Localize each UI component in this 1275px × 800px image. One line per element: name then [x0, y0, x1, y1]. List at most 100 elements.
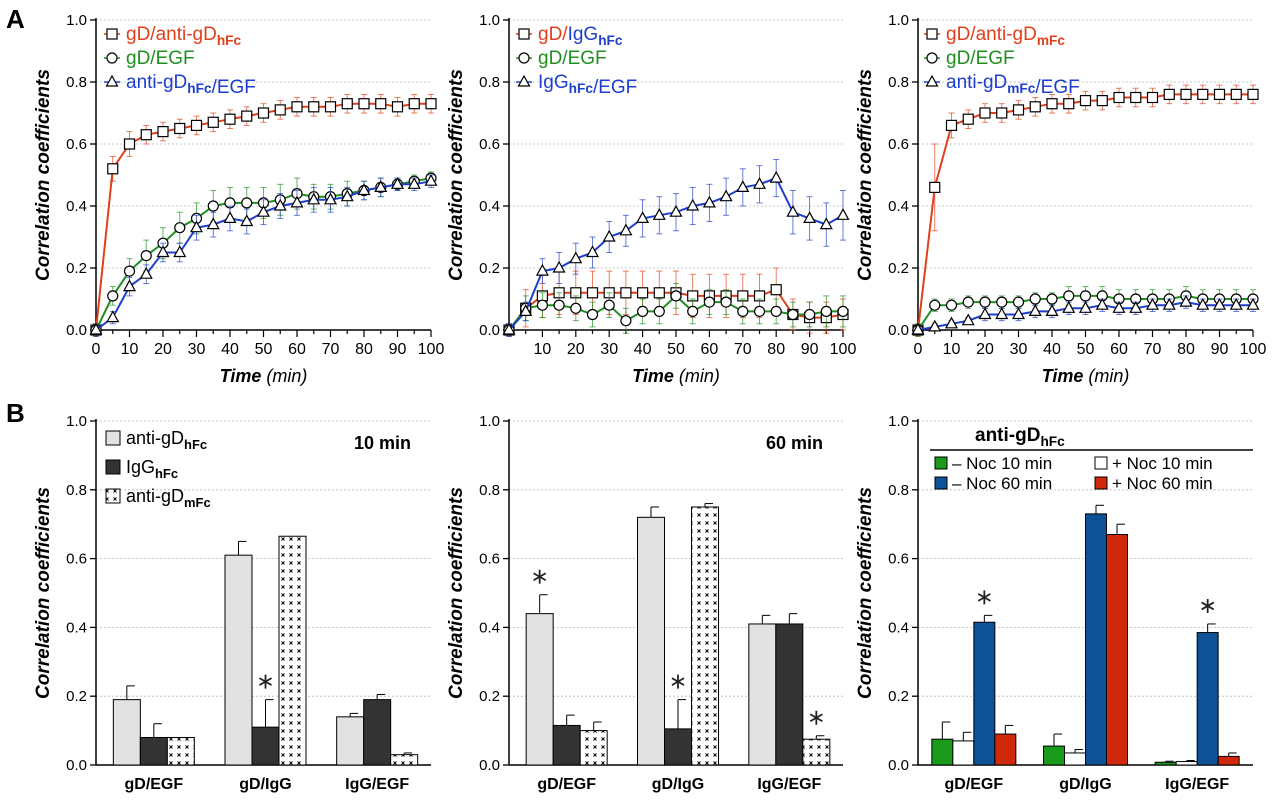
line-chart-a2: 0.0 0.2 0.4 0.6 0.8 1.0 Correlation coefficien… — [446, 12, 856, 386]
label-part: anti-gD — [946, 72, 1007, 93]
bar — [390, 754, 419, 766]
bar-group — [952, 731, 975, 766]
significance-star — [533, 572, 547, 581]
data-point — [408, 98, 420, 110]
data-point — [425, 98, 437, 110]
x-tick-label: 70 — [1144, 341, 1162, 358]
bar-group — [390, 752, 419, 766]
label-part: gD/anti-gD — [946, 24, 1037, 45]
subscript: hFc — [1040, 434, 1065, 449]
data-point — [770, 284, 782, 296]
bar — [1217, 755, 1240, 766]
data-point — [107, 290, 119, 302]
x-tick-label: 40 — [634, 341, 652, 358]
x-tick-label: 10 — [943, 341, 961, 358]
x-tick-label: 10 — [121, 341, 139, 358]
data-point — [407, 177, 421, 189]
data-point — [702, 195, 716, 208]
y-tick-label: 0.8 — [479, 482, 500, 499]
data-point — [424, 173, 438, 186]
bar — [1154, 761, 1177, 766]
y-tick-label: 0.0 — [66, 322, 87, 339]
x-tick-label: 80 — [767, 341, 785, 358]
data-point — [929, 181, 941, 193]
data-point — [803, 211, 817, 223]
y-tick-label: 0.4 — [66, 198, 87, 215]
label-part: /EGF — [212, 77, 256, 98]
category-label: IgG/EGF — [345, 776, 409, 793]
data-point — [323, 192, 338, 205]
data-point — [107, 163, 119, 175]
data-point — [1213, 88, 1226, 101]
y-tick-label: 0.6 — [888, 551, 909, 568]
data-point — [819, 217, 833, 230]
x-tick-label: 30 — [600, 341, 618, 358]
data-point — [945, 299, 958, 311]
legend-marker — [925, 74, 939, 87]
significance-star — [258, 677, 273, 686]
data-point — [122, 279, 137, 292]
y-tick-label: 0.2 — [888, 260, 909, 277]
data-point — [207, 116, 219, 128]
legend-title: anti-gDhFc — [975, 425, 1065, 449]
y-tick-label: 0.8 — [66, 482, 87, 499]
data-point — [341, 98, 353, 110]
subscript: mFc — [1037, 33, 1066, 48]
bar-group — [775, 613, 804, 766]
data-point — [357, 183, 371, 196]
x-tick-label: 100 — [830, 341, 857, 358]
data-point — [1028, 304, 1042, 316]
legend-marker — [106, 28, 118, 40]
bar — [1175, 761, 1198, 766]
data-point — [1096, 94, 1108, 107]
bar — [363, 699, 392, 766]
y-tick-label: 1.0 — [479, 12, 500, 29]
y-axis-title: Correlation coefficients — [855, 487, 876, 699]
bar-group — [1085, 504, 1107, 766]
x-tick-label: 60 — [288, 341, 306, 358]
bar — [112, 699, 141, 766]
bar-group — [664, 674, 692, 766]
data-point — [1045, 304, 1059, 316]
legend-marker — [517, 74, 531, 87]
y-tick-label: 0.2 — [888, 688, 909, 705]
data-point — [996, 107, 1008, 119]
bar-group — [748, 614, 777, 766]
data-point — [719, 189, 733, 202]
data-point — [173, 245, 187, 258]
data-point — [257, 107, 270, 119]
y-tick-label: 0.2 — [66, 260, 87, 277]
x-axis-title: Time (min) — [220, 366, 308, 386]
data-point — [944, 316, 959, 329]
data-point — [770, 305, 782, 317]
legend-label: gD/EGF — [126, 48, 195, 69]
data-point — [1196, 297, 1210, 310]
significance-star — [1201, 601, 1215, 611]
data-point — [653, 305, 665, 317]
legend-label: anti-gDhFc/EGF — [126, 72, 256, 98]
x-tick-label: 100 — [418, 341, 445, 358]
data-point — [1145, 297, 1160, 310]
x-tick-label: 90 — [801, 341, 819, 358]
line-chart-a1: 0.0 0.2 0.4 0.6 0.8 1.0 Correlation coefficien… — [33, 12, 444, 386]
data-point — [687, 305, 699, 317]
bar — [802, 738, 831, 766]
data-point — [1197, 88, 1209, 101]
y-tick-label: 0.0 — [479, 322, 500, 339]
x-tick-label: 20 — [567, 341, 585, 358]
data-point — [140, 129, 152, 141]
data-point — [736, 180, 750, 192]
data-point — [995, 307, 1009, 320]
x-tick-label: 60 — [1110, 341, 1128, 358]
bar-group — [139, 723, 168, 766]
data-point — [636, 305, 649, 317]
data-point — [1230, 88, 1242, 101]
data-point — [190, 119, 203, 132]
legend-swatch — [105, 430, 121, 446]
subscript: hFc — [155, 466, 178, 481]
category-label: gD/IgG — [652, 776, 704, 793]
legend-label: – Noc 60 min — [952, 474, 1052, 493]
x-tick-label: 30 — [1010, 341, 1028, 358]
data-point — [1179, 294, 1193, 307]
legend-label: gD/IgGhFc — [538, 24, 623, 48]
